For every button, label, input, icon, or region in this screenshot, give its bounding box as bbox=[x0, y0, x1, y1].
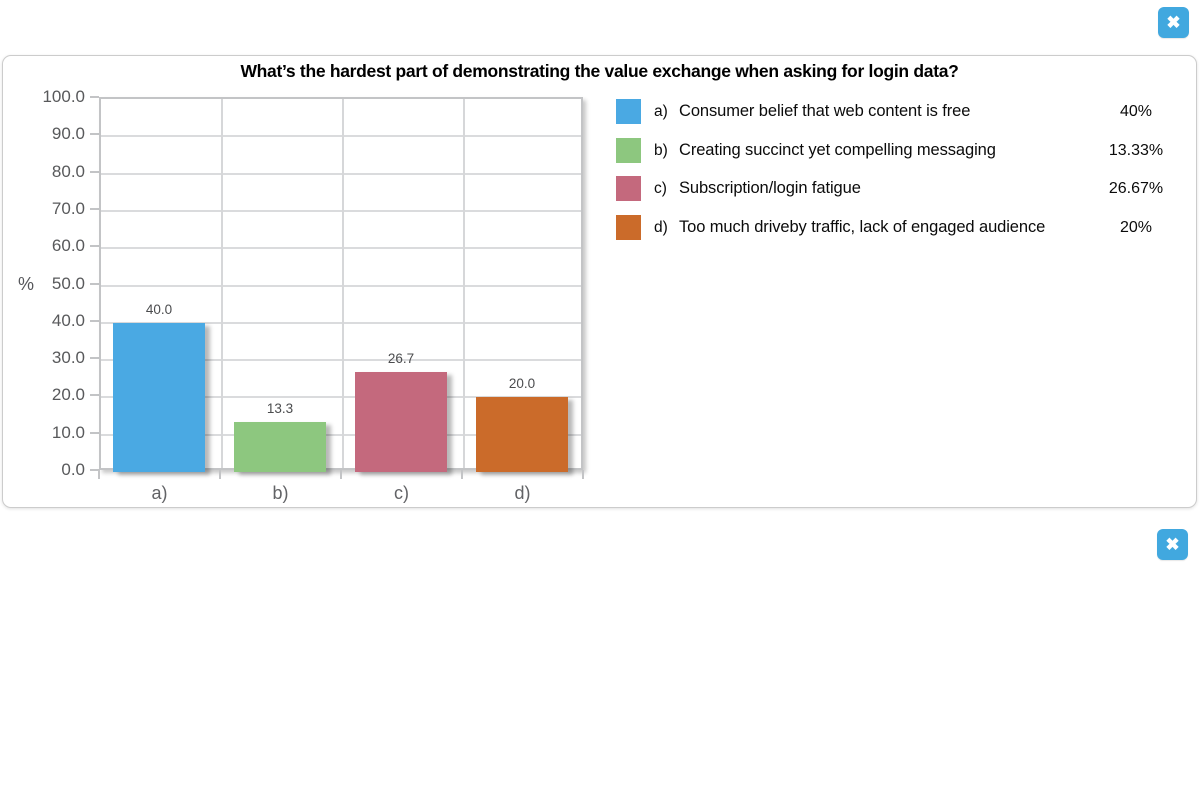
legend-key: a) bbox=[654, 102, 668, 120]
legend-swatch-d bbox=[616, 215, 641, 240]
legend-percent: 13.33% bbox=[1108, 141, 1164, 159]
legend-label: Too much driveby traffic, lack of engage… bbox=[679, 218, 1046, 236]
bar-c bbox=[355, 372, 447, 472]
y-axis-title: % bbox=[17, 274, 34, 294]
y-tick-label: 30.0 bbox=[51, 348, 85, 368]
legend-percent: 26.67% bbox=[1108, 179, 1164, 197]
x-tick-mark bbox=[461, 470, 463, 479]
gridline-horizontal bbox=[101, 321, 581, 324]
legend-key: c) bbox=[654, 179, 667, 197]
legend-label: Subscription/login fatigue bbox=[679, 179, 861, 197]
legend-item-a: a) Consumer belief that web content is f… bbox=[616, 99, 1195, 124]
legend-swatch-b bbox=[616, 138, 641, 163]
y-tick-label: 100.0 bbox=[42, 87, 85, 106]
y-tick-mark bbox=[90, 133, 99, 136]
legend-percent: 40% bbox=[1119, 102, 1153, 120]
bar-value-label: 26.7 bbox=[387, 351, 415, 367]
x-category-label: d) bbox=[514, 483, 531, 503]
x-category-label: c) bbox=[394, 483, 409, 503]
gridline-horizontal bbox=[101, 172, 581, 175]
y-tick-label: 50.0 bbox=[51, 273, 85, 293]
y-tick-label: 10.0 bbox=[51, 422, 85, 442]
x-tick-mark bbox=[219, 470, 221, 479]
y-tick-mark bbox=[90, 96, 99, 98]
legend-item-c: c) Subscription/login fatigue 26.67% bbox=[616, 176, 1195, 201]
y-tick-mark bbox=[90, 469, 99, 471]
y-tick-label: 20.0 bbox=[51, 385, 85, 405]
legend-item-b: b) Creating succinct yet compelling mess… bbox=[616, 138, 1195, 163]
y-tick-label: 0.0 bbox=[61, 460, 85, 479]
gridline-horizontal bbox=[101, 135, 581, 138]
legend-swatch-c bbox=[616, 176, 641, 201]
gridline-horizontal bbox=[101, 396, 581, 399]
legend-label: Creating succinct yet compelling messagi… bbox=[679, 141, 996, 159]
legend-item-d: d) Too much driveby traffic, lack of eng… bbox=[616, 215, 1195, 240]
y-tick-label: 60.0 bbox=[51, 236, 85, 256]
bar-value-label: 40.0 bbox=[145, 301, 173, 317]
x-category-label: a) bbox=[151, 483, 168, 503]
bar-a bbox=[113, 322, 205, 472]
bar-b bbox=[234, 422, 326, 472]
gridline-horizontal bbox=[101, 247, 581, 250]
close-icon[interactable]: ✖ bbox=[1157, 529, 1188, 560]
x-tick-mark bbox=[340, 470, 342, 479]
y-tick-mark bbox=[90, 431, 99, 434]
gridline-vertical bbox=[221, 99, 223, 468]
y-tick-label: 40.0 bbox=[51, 310, 85, 330]
gridline-horizontal bbox=[101, 209, 581, 212]
y-tick-mark bbox=[90, 357, 99, 360]
y-tick-mark bbox=[90, 319, 99, 322]
bar-chart-plot-area: 40.0 13.3 26.7 20.0 bbox=[99, 97, 583, 472]
legend-label: Consumer belief that web content is free bbox=[679, 102, 971, 120]
gridline-horizontal bbox=[101, 284, 581, 287]
close-icon[interactable]: ✖ bbox=[1158, 7, 1189, 38]
x-tick-mark bbox=[98, 470, 100, 479]
y-tick-label: 80.0 bbox=[51, 161, 85, 181]
legend-key: d) bbox=[654, 218, 668, 236]
y-tick-mark bbox=[90, 207, 99, 210]
y-tick-mark bbox=[90, 170, 99, 173]
gridline-vertical bbox=[342, 99, 344, 468]
bar-value-label: 13.3 bbox=[266, 401, 294, 417]
y-tick-mark bbox=[90, 282, 99, 285]
gridline-vertical bbox=[463, 99, 465, 468]
legend-percent: 20% bbox=[1119, 218, 1153, 236]
poll-results-panel: What’s the hardest part of demonstrating… bbox=[2, 55, 1197, 508]
legend-key: b) bbox=[654, 141, 668, 159]
poll-question-title: What’s the hardest part of demonstrating… bbox=[240, 61, 959, 81]
bar-d bbox=[476, 397, 568, 472]
x-category-label: b) bbox=[272, 483, 289, 503]
y-tick-label: 70.0 bbox=[51, 198, 85, 218]
gridline-horizontal bbox=[101, 359, 581, 362]
y-tick-mark bbox=[90, 245, 99, 248]
gridline-horizontal bbox=[101, 433, 581, 436]
y-tick-mark bbox=[90, 394, 99, 397]
bar-value-label: 20.0 bbox=[508, 376, 536, 392]
y-tick-label: 90.0 bbox=[51, 124, 85, 144]
x-tick-mark bbox=[582, 470, 584, 479]
legend-swatch-a bbox=[616, 99, 641, 124]
